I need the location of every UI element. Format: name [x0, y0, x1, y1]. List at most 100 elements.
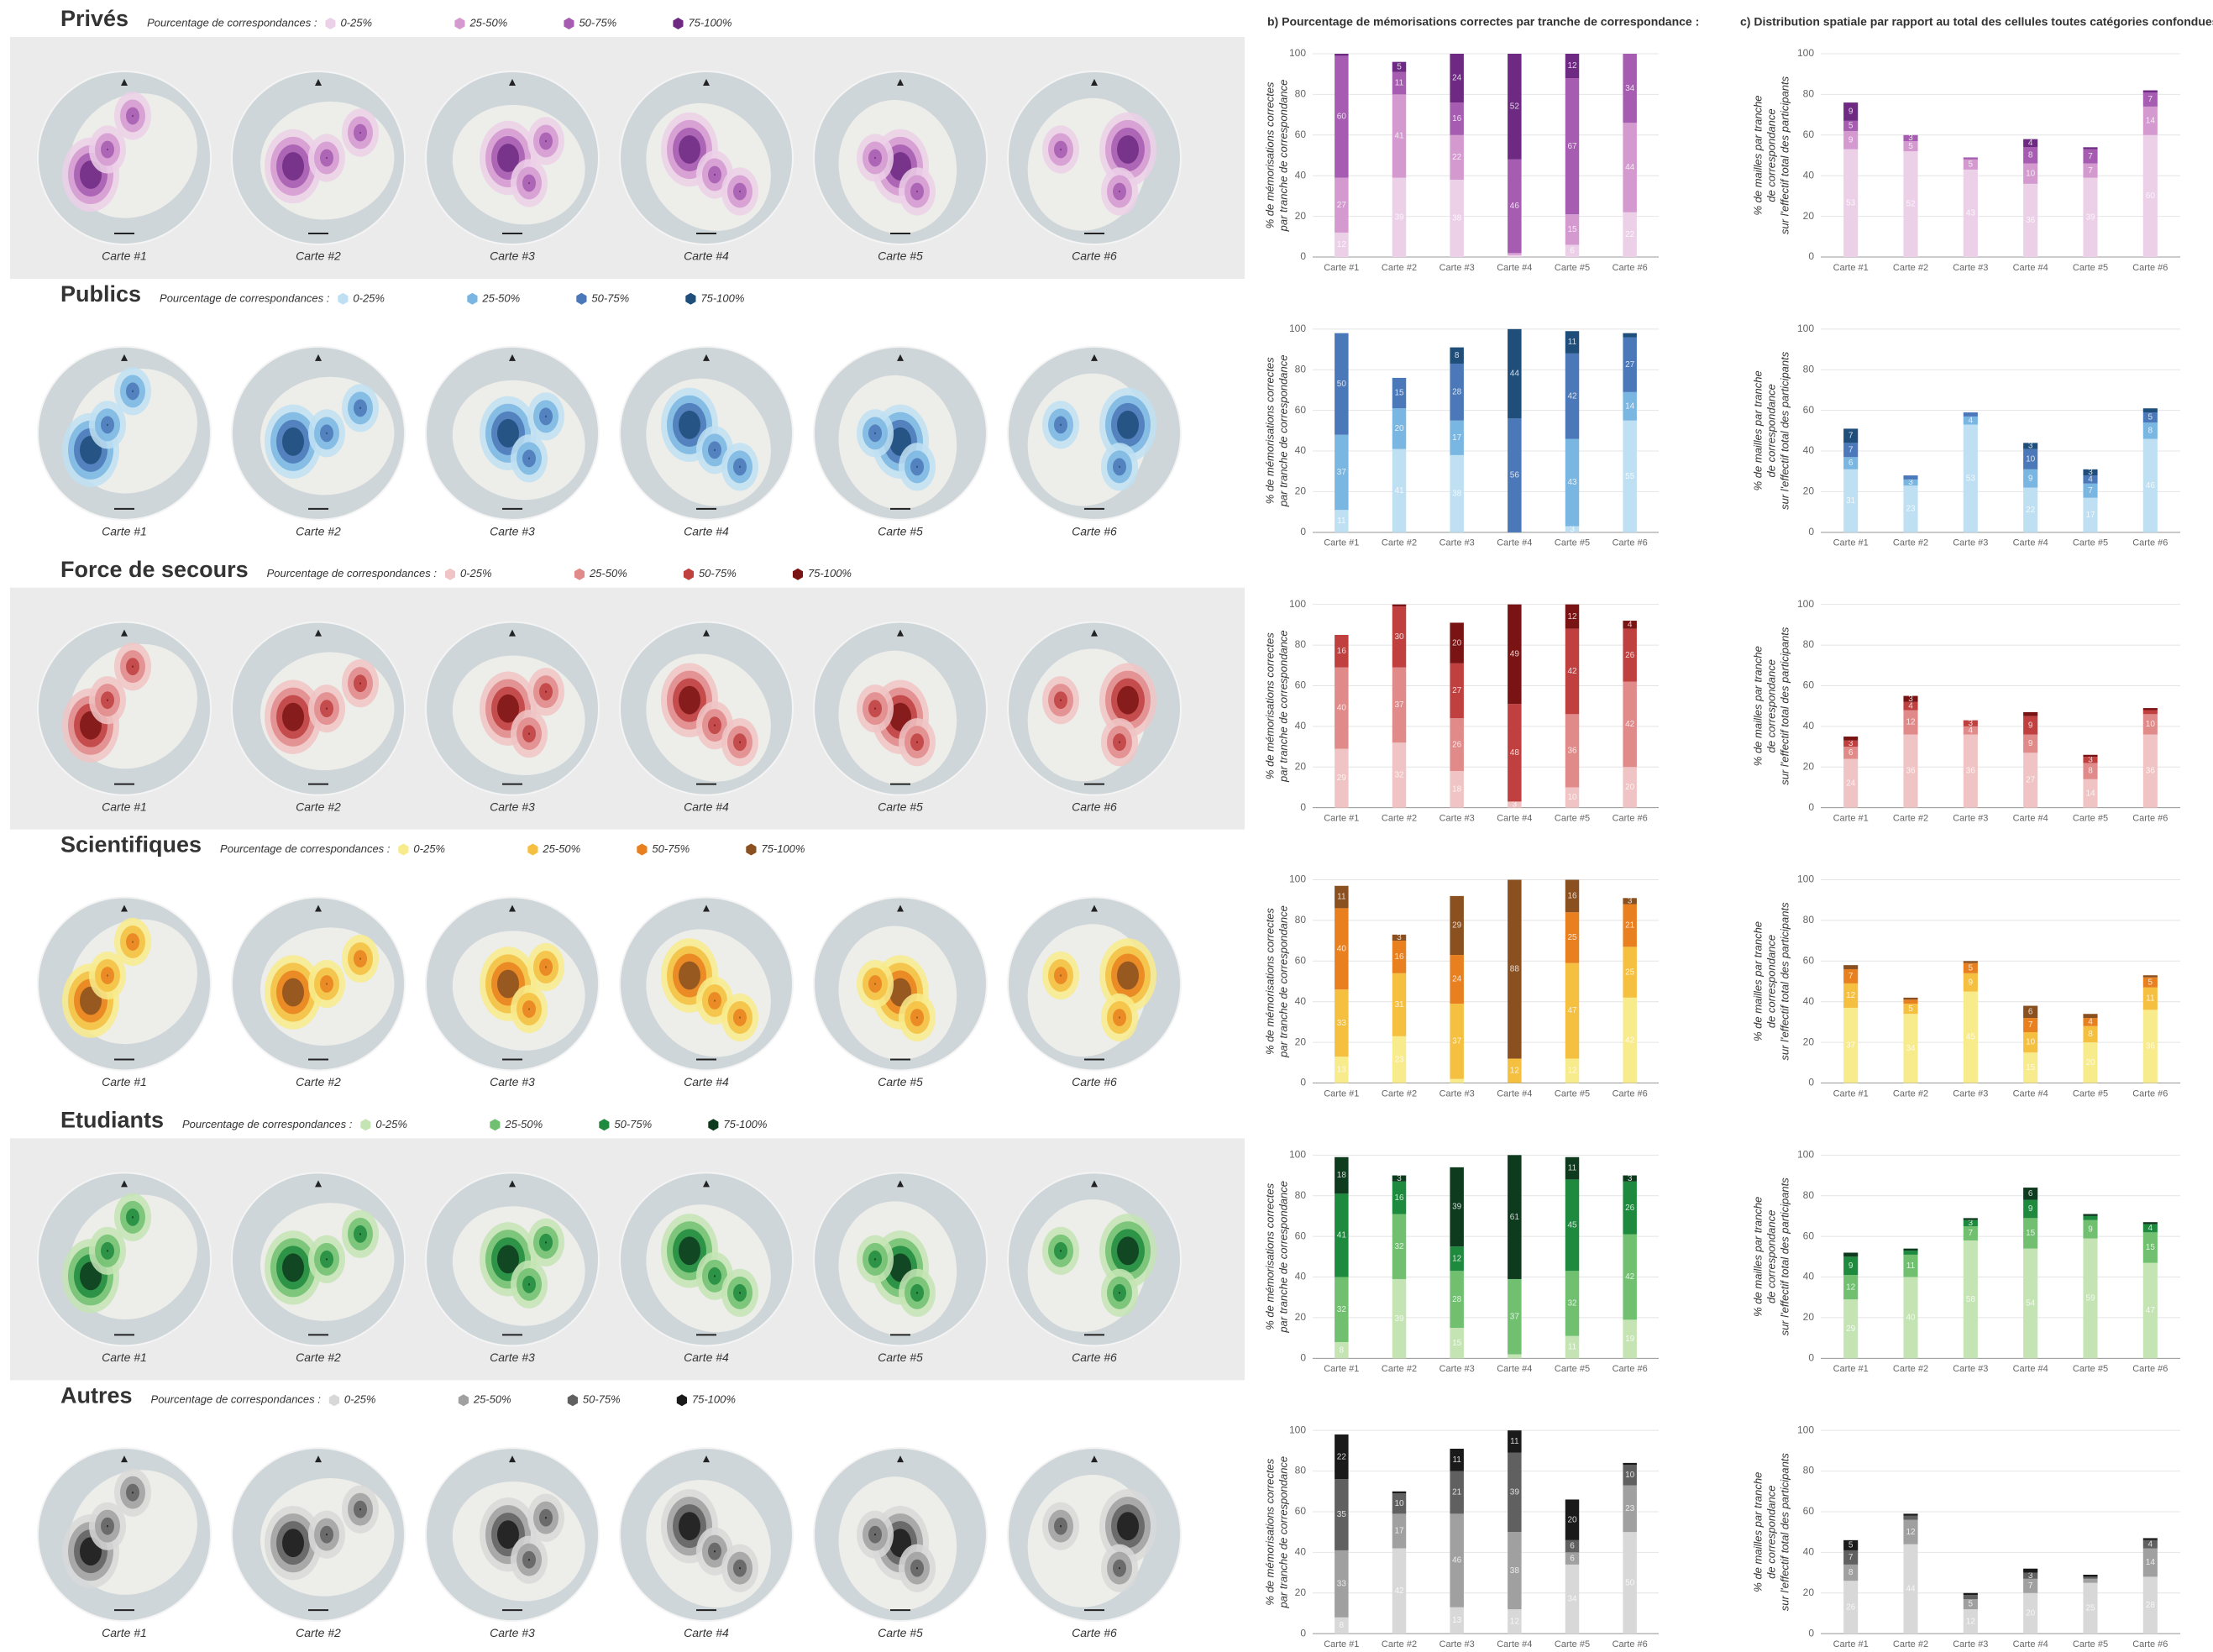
- map-blob: [497, 1245, 519, 1274]
- bar-segment: [1450, 454, 1464, 532]
- legend-swatch: [564, 18, 574, 29]
- bar-segment: [1623, 898, 1637, 905]
- bar-segment: [2142, 106, 2158, 135]
- north-arrow: [509, 905, 516, 912]
- bar-segment: [2083, 1219, 2098, 1239]
- y-axis-label: sur l'effectif total des participants: [1778, 902, 1791, 1061]
- bar-segment: [1335, 1479, 1349, 1550]
- bar-segment: [1903, 151, 1918, 257]
- x-tick-label: Carte #3: [1953, 1364, 1988, 1374]
- bar-segment: [2023, 1248, 2038, 1359]
- y-axis-label: % de mémorisations correctes: [1263, 632, 1276, 779]
- legend-label: 0-25%: [375, 1118, 407, 1130]
- north-arrow: [509, 79, 516, 86]
- bar-segment: [1450, 1471, 1464, 1514]
- x-tick-label: Carte #3: [1439, 1364, 1475, 1374]
- bar-segment: [1843, 457, 1859, 469]
- y-tick-label: 40: [1803, 720, 1815, 732]
- bar-segment: [1623, 904, 1637, 947]
- map-caption: Carte #2: [296, 1350, 341, 1364]
- group-title: Autres: [60, 1382, 133, 1408]
- x-tick-label: Carte #4: [2013, 538, 2048, 548]
- bar-segment: [2083, 1574, 2098, 1577]
- bar-segment: [1392, 934, 1407, 941]
- data-label: 6: [1849, 459, 1854, 468]
- y-tick-label: 80: [1803, 363, 1815, 375]
- x-tick-label: Carte #6: [2132, 263, 2168, 273]
- data-label: 22: [1452, 153, 1462, 162]
- data-label: 8: [1455, 351, 1460, 360]
- map-blob: [874, 432, 876, 435]
- data-label: 3: [1570, 525, 1575, 534]
- legend-label: 25-50%: [504, 1118, 543, 1130]
- y-tick-label: 40: [1803, 1546, 1815, 1558]
- data-label: 7: [2148, 95, 2153, 104]
- data-label: 12: [1906, 718, 1916, 727]
- data-label: 25: [2085, 1604, 2095, 1613]
- bar-segment: [2142, 422, 2158, 439]
- bar-segment: [2023, 1032, 2038, 1053]
- bar-segment: [2083, 1238, 2098, 1359]
- bar-segment: [2023, 147, 2038, 164]
- y-tick-label: 100: [1797, 1424, 1814, 1435]
- bar-segment: [2142, 734, 2158, 808]
- north-arrow: [703, 1455, 710, 1463]
- data-label: 3: [2088, 755, 2093, 764]
- y-tick-label: 0: [1808, 526, 1814, 538]
- data-label: 6: [1849, 748, 1854, 758]
- legend-swatch: [458, 1394, 469, 1407]
- bar-segment: [2023, 139, 2038, 148]
- data-label: 42: [1625, 1036, 1635, 1045]
- data-label: 40: [1337, 944, 1347, 953]
- map-blob: [1119, 741, 1120, 743]
- bar-segment: [1450, 1167, 1464, 1247]
- x-tick-label: Carte #3: [1439, 814, 1475, 824]
- bar-segment: [1903, 997, 1918, 1000]
- bar-segment: [2142, 714, 2158, 735]
- y-tick-label: 100: [1289, 47, 1306, 59]
- map-blob: [874, 983, 876, 985]
- bar-segment: [1450, 1246, 1464, 1272]
- x-tick-label: Carte #1: [1324, 263, 1359, 273]
- y-tick-label: 100: [1289, 598, 1306, 610]
- data-label: 10: [2026, 1038, 2036, 1047]
- bar-segment: [1843, 740, 1859, 747]
- y-axis-label: sur l'effectif total des participants: [1778, 351, 1791, 510]
- y-tick-label: 60: [1803, 404, 1815, 416]
- data-label: 4: [1969, 726, 1974, 735]
- y-axis-label: % de mémorisations correctes: [1263, 1183, 1276, 1329]
- bar-segment: [1392, 1513, 1407, 1549]
- x-tick-label: Carte #4: [2013, 814, 2048, 824]
- data-label: 9: [2088, 1225, 2093, 1234]
- x-tick-label: Carte #5: [2073, 1364, 2108, 1374]
- bar-segment: [1392, 408, 1407, 449]
- bar-segment: [2023, 1568, 2038, 1573]
- data-label: 12: [1567, 612, 1577, 621]
- bar-segment: [1335, 634, 1349, 668]
- bar-segment: [2023, 711, 2038, 716]
- y-tick-label: 20: [1295, 1586, 1307, 1598]
- y-tick-label: 20: [1803, 210, 1815, 222]
- y-axis-label: % de mailles par tranche: [1751, 646, 1764, 766]
- bar-segment: [1508, 1532, 1522, 1610]
- data-label: 16: [1337, 647, 1347, 656]
- data-label: 7: [2088, 166, 2093, 176]
- map-caption: Carte #2: [296, 1075, 341, 1088]
- bar-segment: [1392, 61, 1407, 72]
- legend-swatch: [398, 843, 409, 856]
- data-label: 4: [2088, 1018, 2093, 1027]
- map-caption: Carte #6: [1072, 525, 1117, 538]
- map-blob: [916, 741, 918, 743]
- x-tick-label: Carte #6: [1613, 814, 1648, 824]
- data-label: 12: [1567, 61, 1577, 71]
- data-label: 32: [1337, 1305, 1347, 1314]
- data-label: 10: [1625, 1471, 1635, 1480]
- legend-label: 50-75%: [579, 16, 616, 29]
- map-blob: [528, 732, 530, 735]
- map-blob: [1060, 1524, 1062, 1528]
- north-arrow: [121, 1180, 128, 1188]
- data-label: 49: [1510, 650, 1520, 659]
- map-caption: Carte #3: [490, 1075, 535, 1088]
- bar-segment: [1903, 134, 1918, 142]
